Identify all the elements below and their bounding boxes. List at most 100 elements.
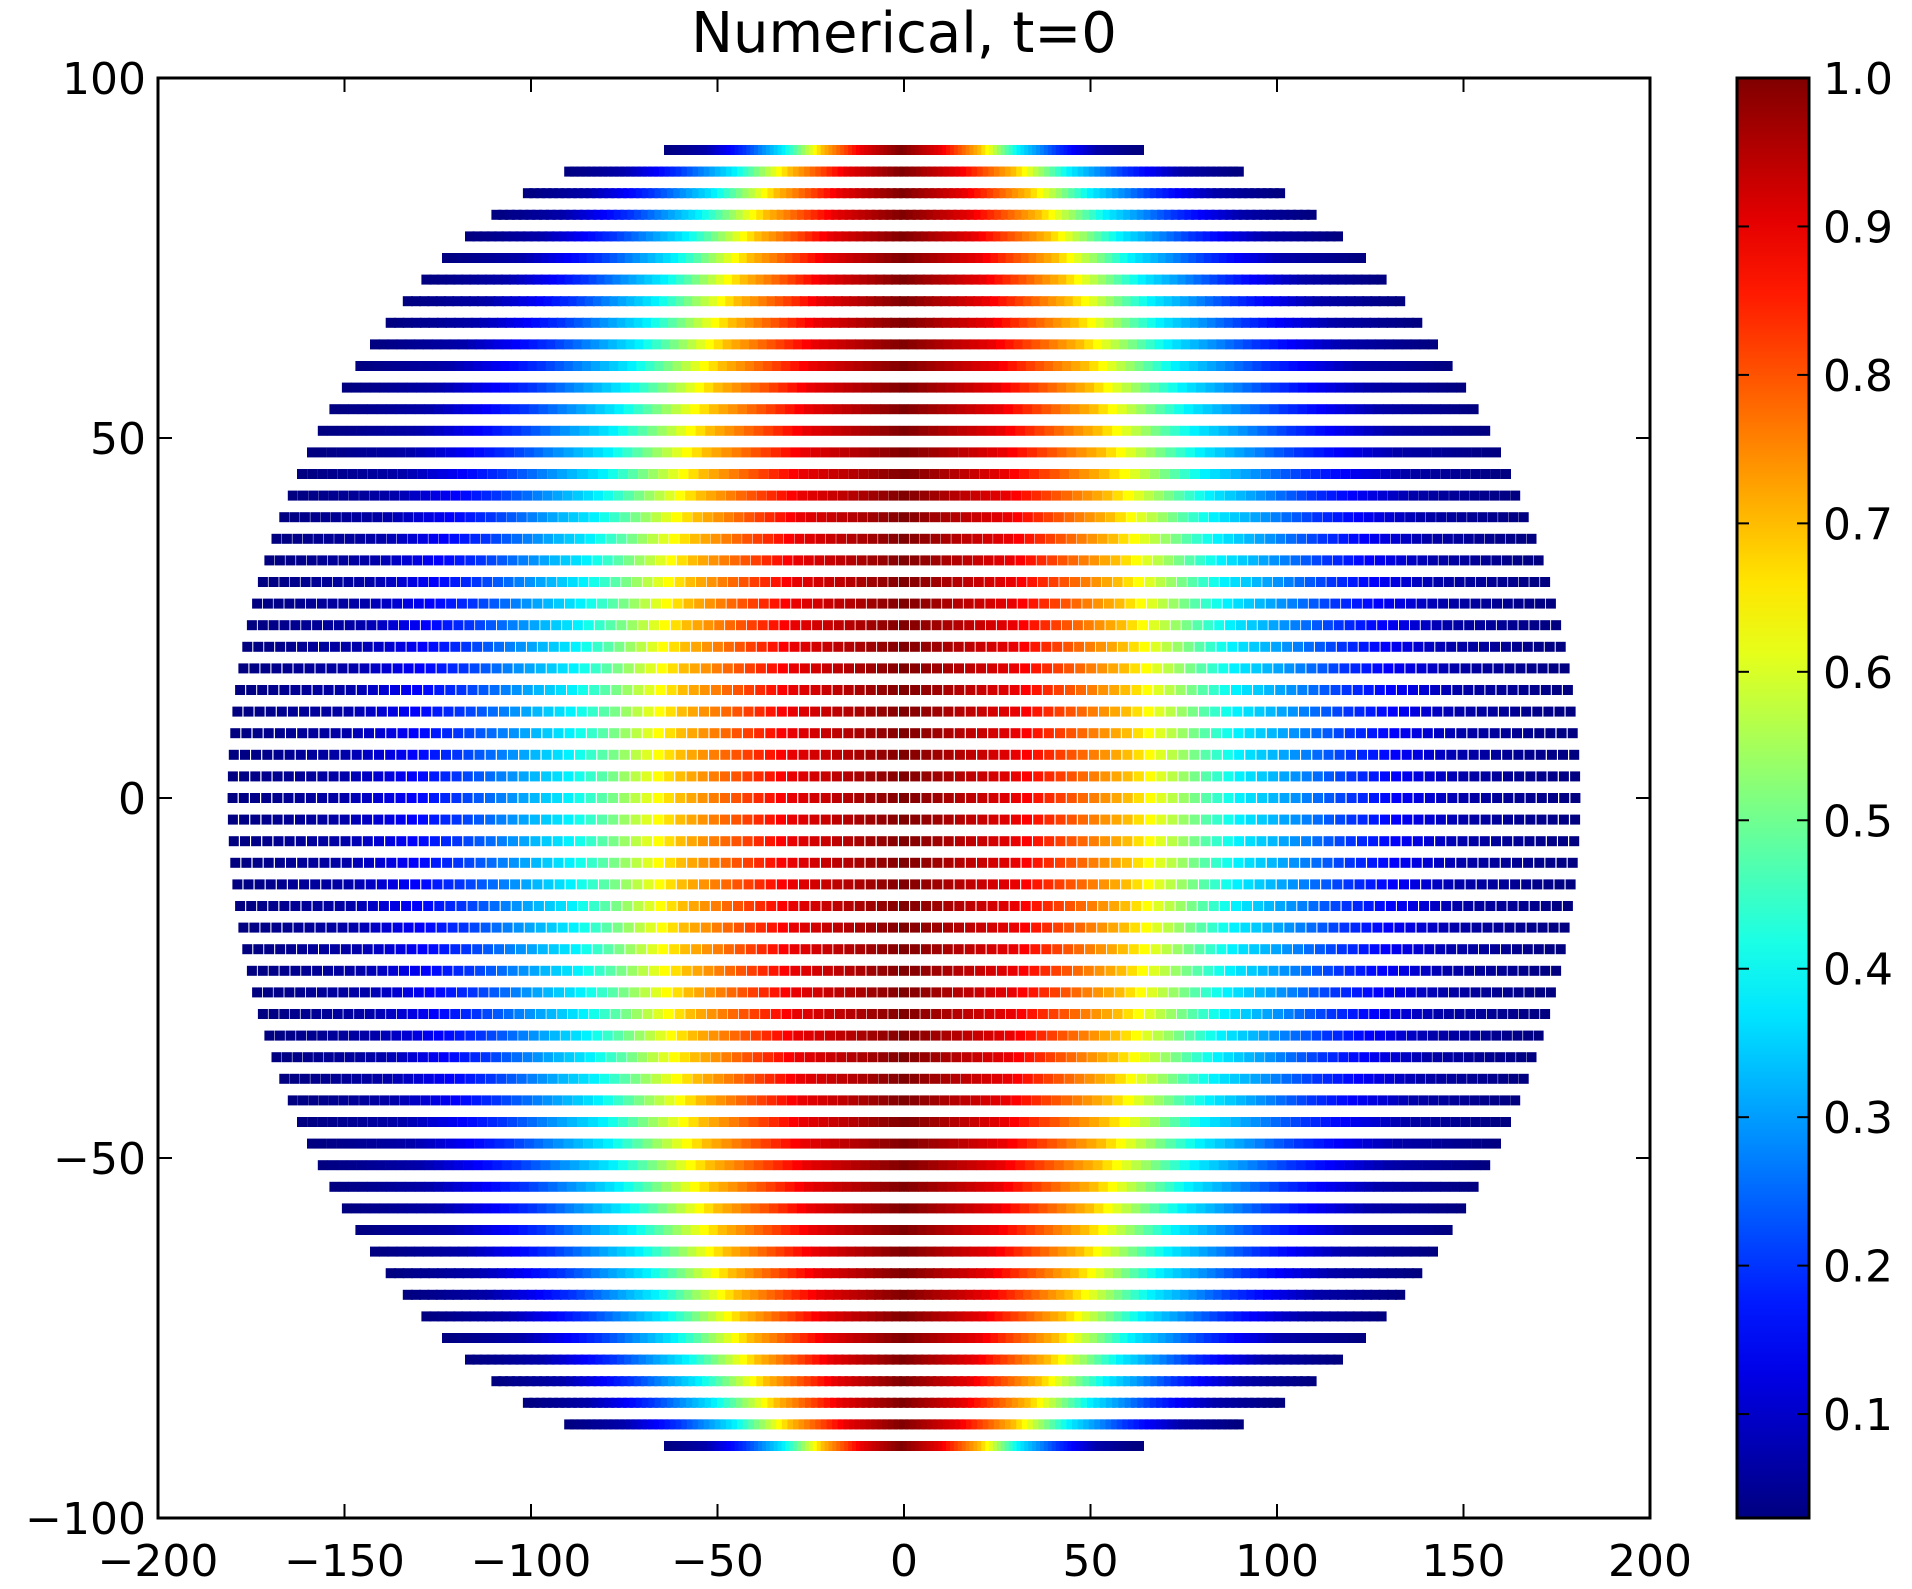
field-point (496, 836, 507, 847)
field-point (1201, 793, 1212, 803)
field-point (671, 1073, 682, 1084)
field-point (1200, 987, 1211, 998)
field-point (704, 1203, 714, 1214)
field-point (940, 1289, 951, 1300)
field-point (1485, 965, 1496, 976)
field-point (679, 1397, 690, 1408)
field-point (1323, 836, 1334, 847)
field-point (614, 944, 625, 955)
field-point (1567, 857, 1578, 868)
field-point (696, 577, 706, 587)
field-point (533, 1138, 544, 1149)
field-point (676, 1160, 687, 1171)
field-point (1279, 1225, 1290, 1235)
field-point (1454, 1009, 1465, 1019)
field-point (1212, 793, 1223, 803)
field-point (1068, 1376, 1079, 1387)
field-point (1089, 1376, 1100, 1387)
field-point (1200, 836, 1211, 847)
field-point (843, 685, 854, 695)
field-point (1043, 879, 1054, 890)
field-point (1085, 641, 1096, 652)
field-point (887, 771, 898, 782)
field-point (1010, 706, 1021, 717)
field-point (826, 1419, 837, 1430)
field-point (637, 1052, 648, 1063)
field-point (1112, 1268, 1123, 1279)
field-point (1063, 1160, 1074, 1171)
field-point (1064, 1073, 1075, 1084)
field-point (420, 1095, 431, 1106)
field-point (1256, 1397, 1267, 1408)
field-point (987, 922, 998, 933)
field-point (390, 901, 400, 911)
field-point (1497, 577, 1508, 587)
field-point (888, 577, 899, 587)
field-point (540, 1160, 551, 1171)
field-point (936, 1397, 947, 1408)
field-point (514, 1009, 525, 1019)
field-point (364, 1009, 375, 1019)
field-point (1279, 620, 1290, 631)
field-point (437, 1268, 447, 1279)
field-point (731, 1333, 742, 1343)
field-point (674, 1009, 685, 1019)
field-point (966, 1419, 976, 1430)
field-point (932, 771, 943, 782)
field-point (865, 1289, 876, 1300)
field-point (508, 749, 518, 760)
field-point (721, 706, 732, 717)
field-point (675, 1419, 686, 1430)
field-point (1066, 1311, 1077, 1322)
field-point (1193, 1311, 1204, 1322)
field-point (1205, 1289, 1215, 1300)
field-point (1443, 706, 1454, 717)
field-point (1322, 1246, 1333, 1257)
field-point (1133, 728, 1143, 739)
field-point (1196, 1333, 1207, 1343)
field-point (1430, 901, 1441, 911)
field-point (654, 706, 665, 717)
field-point (1024, 1397, 1035, 1408)
field-point (1383, 922, 1394, 933)
field-point (1326, 1095, 1337, 1106)
field-point (737, 598, 748, 609)
field-point (950, 1073, 961, 1084)
field-point (1522, 944, 1533, 955)
field-point (431, 1246, 442, 1257)
field-point (407, 1009, 418, 1019)
field-point (1297, 598, 1308, 609)
field-point (814, 1030, 825, 1041)
field-point (973, 1376, 984, 1387)
field-point (571, 555, 582, 566)
field-point (254, 706, 265, 717)
field-point (1251, 922, 1262, 933)
field-point (619, 814, 630, 825)
field-point (666, 901, 677, 911)
field-point (1033, 1073, 1044, 1084)
field-point (1427, 987, 1438, 998)
field-point (540, 965, 551, 976)
field-point (676, 706, 687, 717)
field-point (1286, 901, 1297, 911)
field-point (374, 836, 384, 847)
field-point (406, 771, 417, 782)
field-point (817, 1376, 828, 1387)
field-point (1111, 749, 1122, 760)
field-point (943, 685, 954, 695)
field-point (1106, 641, 1117, 652)
field-point (1027, 1009, 1038, 1019)
field-point (1275, 685, 1286, 695)
field-point (377, 620, 388, 631)
field-point (1496, 620, 1507, 631)
field-point (1279, 1376, 1290, 1387)
field-point (720, 836, 731, 847)
field-point (1378, 728, 1389, 739)
field-point (1016, 577, 1027, 587)
field-point (1446, 1203, 1457, 1214)
field-point (931, 598, 942, 609)
field-point (740, 1030, 751, 1041)
field-point (1099, 1117, 1110, 1127)
field-point (1232, 1268, 1243, 1279)
